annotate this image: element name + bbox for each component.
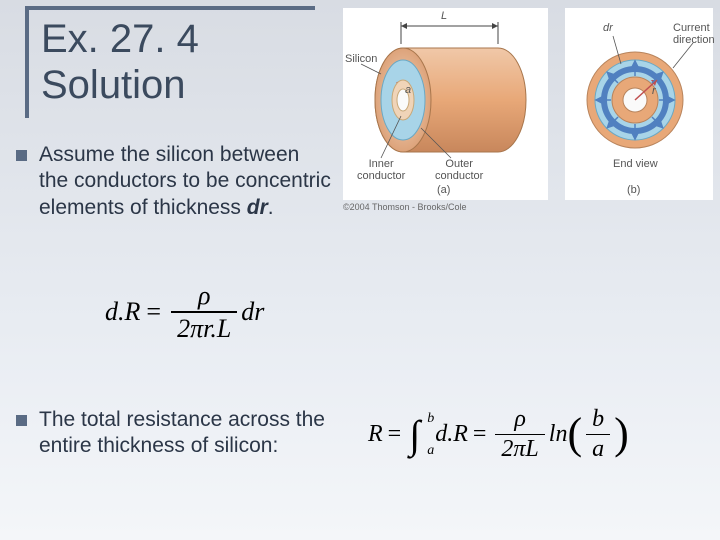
label-endview: End view bbox=[613, 158, 658, 170]
diagram-b: dr r Current direction End view (b) bbox=[565, 8, 713, 200]
bullet-icon bbox=[16, 415, 27, 426]
bullet-1-it: dr bbox=[247, 196, 268, 219]
bullet-2-text: The total resistance across the entire t… bbox=[39, 407, 356, 460]
f2-limhi: b bbox=[427, 411, 434, 427]
label-inner: Inner conductor bbox=[357, 158, 405, 182]
bullet-1: Assume the silicon between the conductor… bbox=[16, 142, 331, 221]
integral-icon: ∫ bbox=[409, 419, 420, 451]
formula-dR: d.R = ρ 2πr.L dr bbox=[105, 280, 264, 344]
label-a: a bbox=[405, 84, 411, 96]
bullet-1-post: . bbox=[268, 196, 274, 219]
f2-frac: ρ 2πL bbox=[495, 405, 544, 464]
title-line2: Solution bbox=[41, 63, 186, 107]
f1-tail: dr bbox=[241, 297, 264, 327]
f2-num: ρ bbox=[508, 405, 532, 434]
label-current: Current direction bbox=[673, 22, 715, 46]
f1-lhs: d.R bbox=[105, 297, 140, 327]
f2-eq2: = bbox=[473, 421, 487, 448]
f1-den: 2πr.L bbox=[171, 313, 237, 344]
label-r: r bbox=[652, 85, 656, 97]
rparen-icon: ) bbox=[614, 419, 629, 450]
bullet-2: The total resistance across the entire t… bbox=[16, 407, 356, 460]
f2-eq1: = bbox=[388, 421, 402, 448]
bullet-icon bbox=[16, 150, 27, 161]
f2-limlo: a bbox=[427, 443, 434, 459]
f2-ln: ln bbox=[549, 421, 568, 448]
bullet-1-text: Assume the silicon between the conductor… bbox=[39, 142, 331, 221]
f2-integrand: d.R bbox=[435, 421, 468, 448]
credit-text: ©2004 Thomson - Brooks/Cole bbox=[343, 202, 467, 212]
lparen-icon: ( bbox=[567, 419, 582, 450]
f1-frac: ρ 2πr.L bbox=[171, 280, 237, 344]
bullet-1-pre: Assume the silicon between the conductor… bbox=[39, 143, 331, 219]
f1-eq: = bbox=[146, 297, 161, 327]
f2-paren: ( b a ) bbox=[567, 405, 628, 464]
caption-a: (a) bbox=[437, 184, 450, 196]
label-silicon: Silicon bbox=[345, 53, 377, 65]
caption-b: (b) bbox=[627, 184, 640, 196]
formula-R: R = ∫ b a d.R = ρ 2πL ln ( b a ) bbox=[368, 405, 629, 464]
f2-den: 2πL bbox=[495, 435, 544, 464]
f2-argden: a bbox=[586, 435, 610, 464]
label-outer: Outer conductor bbox=[435, 158, 483, 182]
diagram-a: L Silicon a Inner conductor Outer conduc… bbox=[343, 8, 548, 200]
f2-lhs: R bbox=[368, 421, 383, 448]
title-line1: Ex. 27. 4 bbox=[41, 17, 199, 61]
f2-integral: ∫ b a bbox=[409, 419, 420, 451]
f1-num: ρ bbox=[192, 280, 216, 311]
f2-arg: b a bbox=[586, 405, 610, 464]
title-box: Ex. 27. 4 Solution bbox=[25, 6, 315, 118]
label-L: L bbox=[441, 10, 447, 22]
f2-argnum: b bbox=[586, 405, 610, 434]
label-dr: dr bbox=[603, 22, 613, 34]
page-title: Ex. 27. 4 Solution bbox=[41, 16, 303, 108]
